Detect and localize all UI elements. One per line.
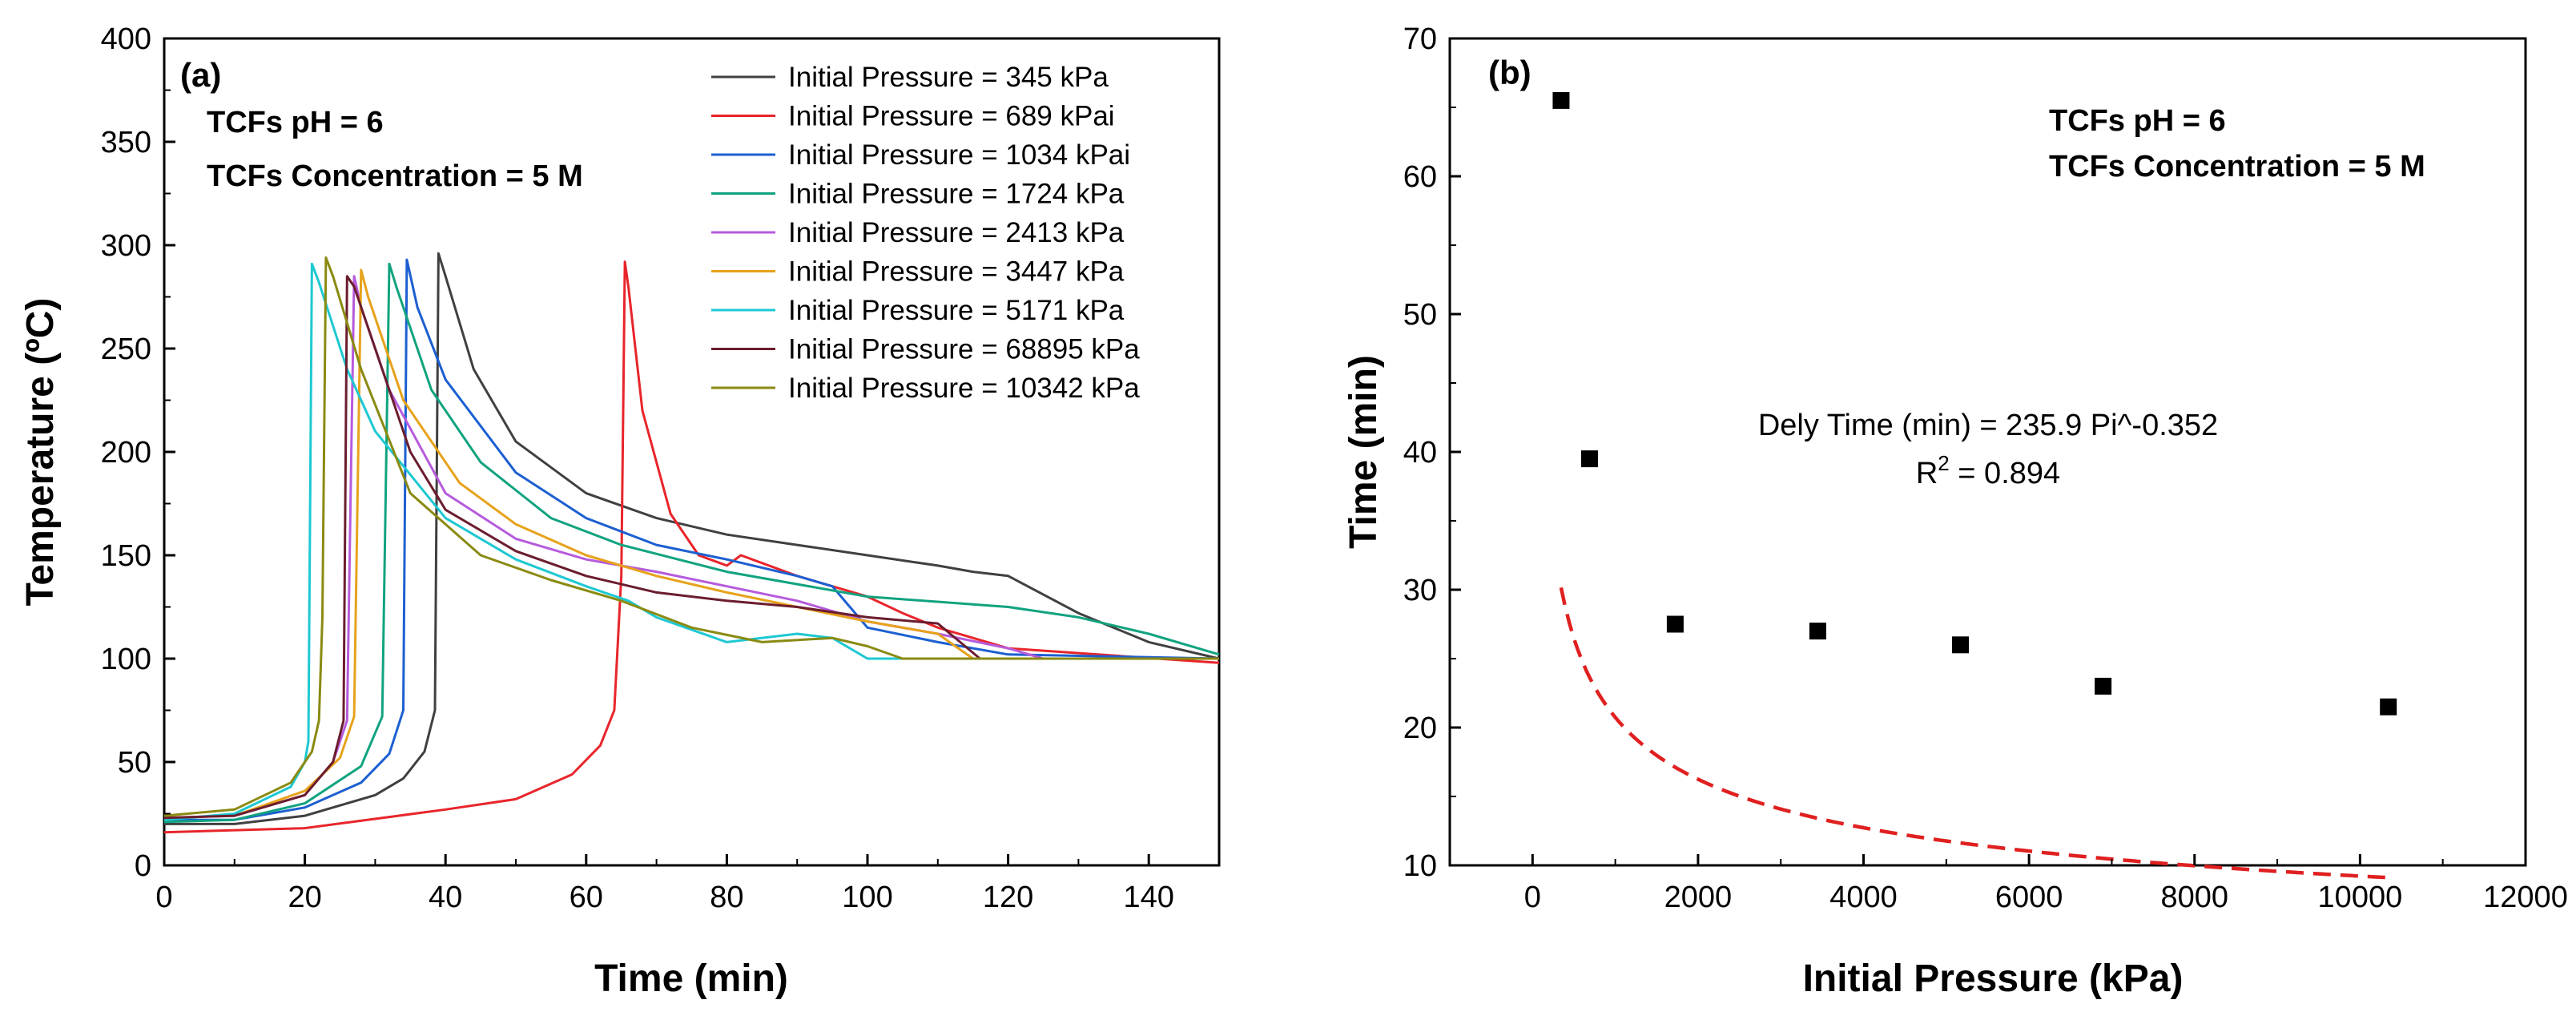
fit-r-squared-label: R2 = 0.894	[1916, 451, 2060, 490]
panel-a-annotation-ph: TCFs pH = 6	[207, 106, 384, 139]
panel-a-legend-entry: Initial Pressure = 2413 kPa	[788, 217, 1125, 248]
panel-a-y-tick-label: 150	[101, 539, 151, 573]
panel-a-legend-entry: Initial Pressure = 1034 kPai	[788, 139, 1130, 171]
panel-b-label: (b)	[1488, 54, 1532, 91]
panel-a-series-line	[163, 275, 1219, 820]
data-point	[2380, 698, 2397, 716]
panel-a-x-tick-label: 0	[155, 881, 172, 914]
panel-a-x-tick-label: 20	[288, 881, 321, 914]
panel-a-chart: 0 20 40 60 80 100 120 140 0 50 100 150 200 250 300 350 4…	[19, 22, 1221, 1000]
panel-a-legend-entry: Initial Pressure = 689 kPai	[788, 101, 1115, 132]
data-point	[2095, 677, 2112, 695]
panel-a-y-tick-label: 350	[101, 126, 151, 159]
panel-a-y-tick-label: 200	[101, 436, 151, 470]
panel-a-legend-entry: Initial Pressure = 5171 kPa	[788, 295, 1125, 326]
panel-b-x-tick-label: 8000	[2160, 881, 2228, 914]
data-point	[1552, 91, 1570, 109]
panel-a-y-tick-label: 250	[101, 333, 151, 366]
fit-equation-label: Dely Time (min) = 235.9 Pi^-0.352	[1758, 409, 2218, 442]
panel-a-x-tick-label: 80	[710, 881, 743, 914]
data-point	[1809, 623, 1826, 640]
panel-a-annotation-concentration: TCFs Concentration = 5 M	[207, 159, 583, 193]
panel-b-y-axis-title: Time (min)	[1342, 355, 1385, 549]
panel-b-y-tick-label: 60	[1403, 160, 1437, 194]
panel-b-y-tick-label: 50	[1403, 298, 1437, 332]
panel-b-x-tick-label: 10000	[2318, 881, 2403, 914]
data-point	[1580, 450, 1598, 468]
r-squared-value: = 0.894	[1950, 457, 2060, 490]
panel-a-y-tick-label: 400	[101, 22, 151, 56]
panel-b-x-tick-label: 4000	[1829, 881, 1898, 914]
panel-a-legend-entry: Initial Pressure = 10342 kPa	[788, 373, 1140, 404]
r-squared-symbol: R	[1916, 457, 1938, 490]
panel-a-x-tick-label: 40	[429, 881, 462, 914]
panel-b-y-tick-label: 10	[1403, 849, 1437, 883]
panel-a-series-line	[163, 256, 1219, 817]
panel-a-x-axis-title: Time (min)	[594, 958, 788, 1000]
panel-b-annotation-concentration: TCFs Concentration = 5 M	[2049, 150, 2425, 183]
panel-a-x-tick-label: 60	[570, 881, 603, 914]
panel-a-legend-entry: Initial Pressure = 68895 kPa	[788, 334, 1140, 365]
panel-b-x-tick-label: 6000	[1995, 881, 2063, 914]
panel-a-y-tick-label: 0	[135, 849, 151, 883]
panel-a-x-tick-label: 100	[842, 881, 892, 914]
data-point	[1952, 636, 1970, 654]
panel-a-label: (a)	[180, 56, 221, 94]
panel-a-legend-entry: Initial Pressure = 3447 kPa	[788, 256, 1125, 288]
panel-a-series-line	[164, 258, 1220, 821]
panel-a-series-line	[163, 268, 1219, 820]
panel-b-x-tick-label: 12000	[2483, 881, 2568, 914]
panel-b-y-tick-label: 20	[1403, 712, 1437, 745]
panel-a-y-tick-label: 300	[101, 229, 151, 263]
panel-b-annotation-ph: TCFs pH = 6	[2049, 104, 2226, 138]
fit-curve	[1559, 587, 2389, 880]
panel-b-chart: 0 2000 4000 6000 8000 10000 12000 10 20 30 40 50 60 7…	[1342, 22, 2568, 1000]
panel-a-series-line	[164, 252, 1220, 825]
panel-a-y-tick-label: 50	[118, 746, 151, 780]
panel-a-series-line	[163, 260, 1220, 834]
panel-a-y-axis-title: Temperature (ºC)	[19, 298, 62, 607]
panel-b-x-tick-label: 2000	[1664, 881, 1733, 914]
panel-a-y-tick-label: 100	[101, 643, 151, 676]
panel-a-x-tick-label: 120	[983, 881, 1033, 914]
data-point	[1666, 615, 1684, 633]
panel-b-x-axis-title: Initial Pressure (kPa)	[1803, 958, 2184, 1000]
panel-a-x-tick-label: 140	[1123, 881, 1173, 914]
panel-a-legend: Initial Pressure = 345 kPa Initial Pressu…	[711, 62, 1140, 404]
r-squared-superscript: 2	[1938, 451, 1949, 475]
panel-b-y-tick-label: 30	[1403, 574, 1437, 607]
panel-b-y-tick-label: 40	[1403, 436, 1437, 470]
panel-a-legend-entry: Initial Pressure = 1724 kPa	[788, 179, 1125, 210]
panel-a-series-line	[163, 262, 1220, 824]
panel-b-x-tick-label: 0	[1524, 881, 1541, 914]
panel-b-y-tick-label: 70	[1403, 22, 1437, 56]
panel-a-legend-entry: Initial Pressure = 345 kPa	[788, 62, 1109, 93]
